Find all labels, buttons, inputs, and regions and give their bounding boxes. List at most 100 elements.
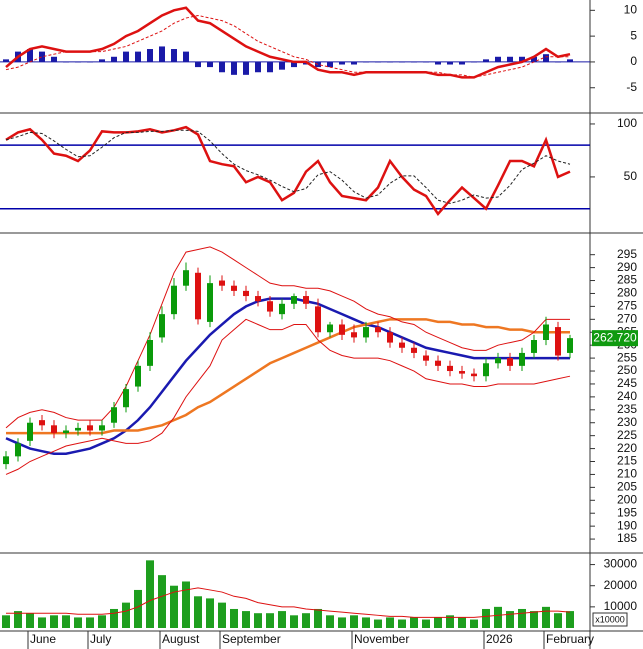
y-tick-label: 30000 [604, 557, 638, 571]
y-tick-label: 230 [617, 415, 637, 429]
volume-bar [386, 617, 394, 628]
histogram-bar [171, 49, 177, 62]
candle-body [543, 324, 549, 340]
candle-body [231, 285, 237, 291]
x-tick-label: November [354, 632, 409, 646]
histogram-bar [531, 56, 537, 62]
candle-body [147, 340, 153, 366]
candle-body [459, 371, 465, 374]
candle-body [51, 425, 57, 434]
y-tick-label: 285 [617, 273, 637, 287]
histogram-bar [255, 61, 261, 73]
candle-body [471, 373, 477, 377]
candle-body [39, 420, 45, 426]
y-tick-label: 195 [617, 505, 637, 519]
volume-bar [2, 615, 10, 628]
histogram-bar [207, 61, 213, 68]
volume-bar [302, 613, 310, 628]
volume-bar [350, 615, 358, 628]
candle-body [519, 352, 525, 366]
volume-bar [434, 617, 442, 628]
histogram-bar [243, 61, 249, 75]
y-tick-label: 185 [617, 531, 637, 545]
histogram-bar [27, 49, 33, 62]
volume-bar [206, 598, 214, 628]
candle-body [75, 427, 81, 431]
histogram-bar [3, 59, 9, 62]
candle-body [375, 327, 381, 333]
y-tick-label: 225 [617, 428, 637, 442]
volume-bar [62, 615, 70, 628]
candle-body [567, 338, 573, 353]
histogram-bar [267, 61, 273, 73]
y-tick-label: -5 [626, 80, 637, 94]
volume-bar [14, 611, 22, 628]
volume-bar [494, 606, 502, 628]
candle-body [159, 314, 165, 338]
histogram-bar [159, 46, 165, 62]
candle-body [495, 358, 501, 364]
candle-body [435, 360, 441, 366]
candle-body [63, 430, 69, 434]
volume-bar [122, 602, 130, 628]
candle-body [3, 456, 9, 465]
candle-body [243, 290, 249, 297]
histogram-bar [351, 61, 357, 65]
volume-bar [134, 589, 142, 628]
histogram-bar [195, 61, 201, 68]
histogram-bar [327, 61, 333, 68]
histogram-bar [519, 56, 525, 62]
volume-bar [506, 611, 514, 628]
volume-bar [254, 613, 262, 628]
y-tick-label: 50 [624, 169, 638, 183]
volume-bar [410, 617, 418, 628]
y-tick-label: 275 [617, 299, 637, 313]
volume-bar [182, 581, 190, 628]
volume-bar [446, 615, 454, 628]
volume-bar [242, 611, 250, 628]
unit-box [592, 612, 628, 627]
last-price-label: 262.720 [593, 330, 637, 344]
histogram-bar [123, 51, 129, 62]
y-tick-label: 200 [617, 492, 637, 506]
indicator-line [5, 14, 570, 78]
candle-body [483, 363, 489, 377]
volume-bar [470, 619, 478, 628]
candle-body [291, 296, 297, 304]
candle-body [99, 425, 105, 431]
volume-bar [482, 608, 490, 628]
candle-body [15, 443, 21, 457]
y-tick-label: 250 [617, 363, 637, 377]
y-tick-label: 215 [617, 454, 637, 468]
candle-body [507, 358, 513, 366]
candle-body [351, 332, 357, 338]
histogram-bar [99, 59, 105, 62]
histogram-bar [435, 61, 441, 65]
volume-bar [266, 613, 274, 628]
candle-body [255, 296, 261, 302]
candle-body [447, 365, 453, 372]
y-tick-label: 210 [617, 467, 637, 481]
candle-body [267, 301, 273, 312]
y-tick-label: 240 [617, 389, 637, 403]
histogram-bar [147, 49, 153, 62]
y-tick-label: 10 [624, 2, 638, 16]
histogram-bar [51, 56, 57, 62]
candle-body [387, 332, 393, 343]
indicator-line [6, 318, 570, 435]
candle-body [531, 340, 537, 353]
y-tick-label: 255 [617, 350, 637, 364]
histogram-bar [279, 61, 285, 70]
candle-body [399, 342, 405, 348]
volume-bar [362, 617, 370, 628]
histogram-bar [543, 54, 549, 62]
y-tick-label: 205 [617, 480, 637, 494]
x-tick-label: February [546, 632, 594, 646]
volume-bar [98, 615, 106, 628]
volume-bar [170, 585, 178, 628]
y-tick-label: 245 [617, 376, 637, 390]
histogram-bar [315, 61, 321, 68]
volume-bar [26, 613, 34, 628]
indicator-line [5, 129, 571, 204]
